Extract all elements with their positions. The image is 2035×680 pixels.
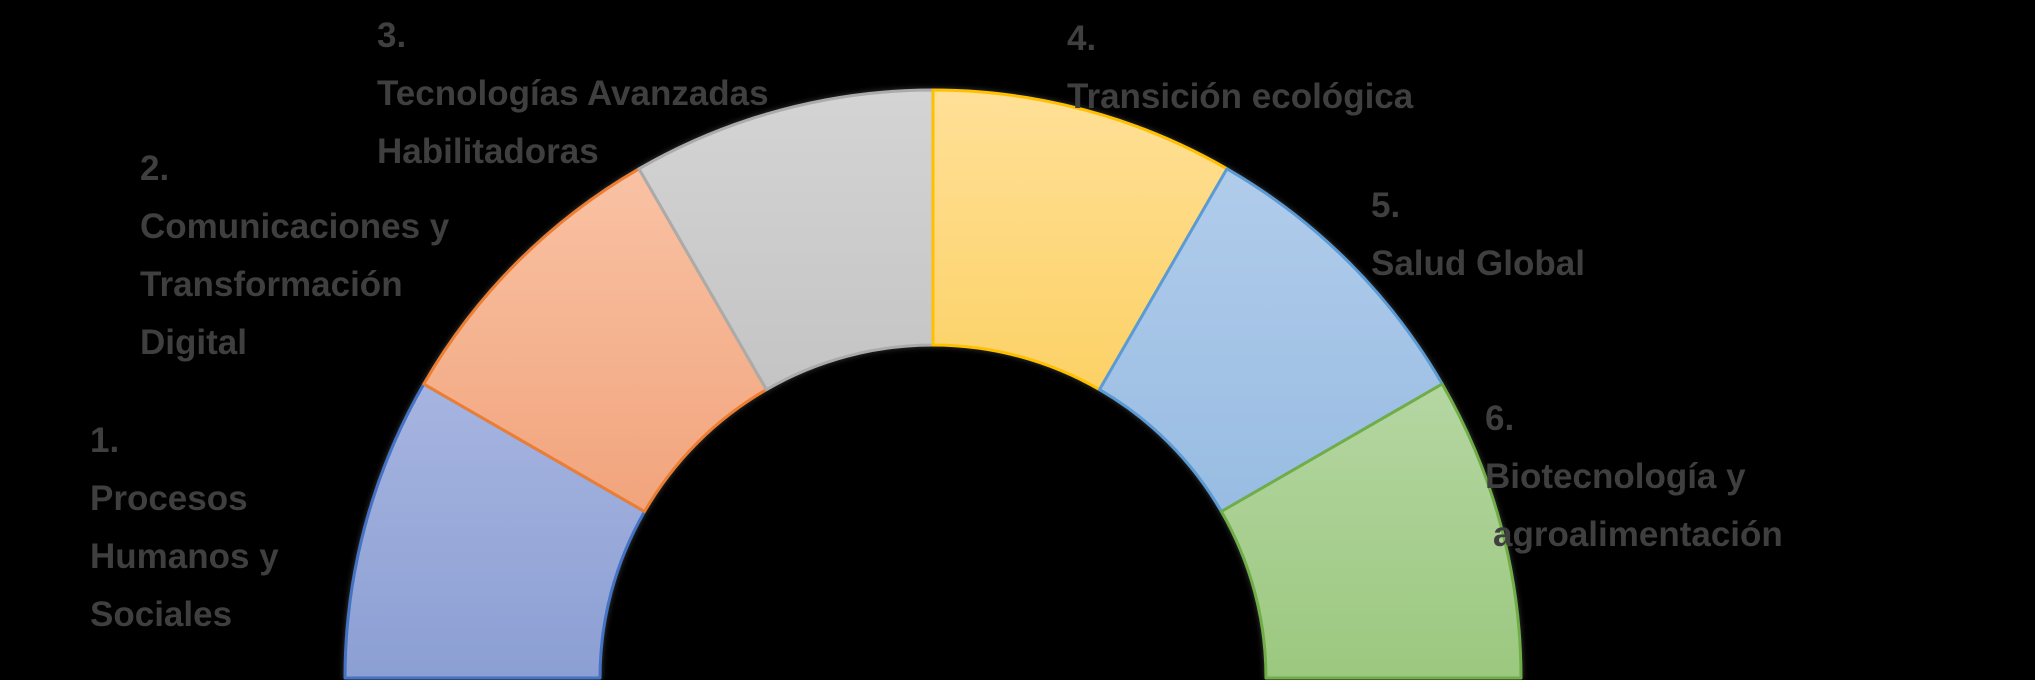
segment-3-label: 3. Tecnologías Avanzadas Habilitadoras: [377, 7, 769, 181]
segment-5-text: Salud Global: [1371, 235, 1585, 293]
label-line: Humanos y: [90, 537, 279, 576]
segment-5-label: 5. Salud Global: [1371, 177, 1585, 293]
label-line: Biotecnología y: [1485, 457, 1746, 496]
segment-3-text: Tecnologías Avanzadas Habilitadoras: [377, 65, 769, 181]
segment-6-label: 6. Biotecnología y agroalimentación: [1485, 390, 1783, 564]
segment-1-number: 1.: [90, 421, 120, 460]
segment-2-text: Comunicaciones y Transformación Digital: [140, 198, 449, 372]
segment-3-number: 3.: [377, 16, 407, 55]
label-line: Habilitadoras: [377, 132, 599, 171]
segment-1-text: Procesos Humanos y Sociales: [90, 470, 279, 644]
label-line: Transición ecológica: [1067, 77, 1414, 116]
segment-5-number: 5.: [1371, 186, 1401, 225]
segment-4-number: 4.: [1067, 19, 1097, 58]
label-line: Transformación: [140, 265, 403, 304]
segment-6-number: 6.: [1485, 399, 1515, 438]
segment-6-arc: [1219, 382, 1523, 680]
label-line: Tecnologías Avanzadas: [377, 74, 769, 113]
segment-2-label: 2. Comunicaciones y Transformación Digit…: [140, 140, 449, 372]
label-line: agroalimentación: [1493, 515, 1783, 554]
label-line: Procesos: [90, 479, 248, 518]
label-line: Sociales: [90, 595, 233, 634]
segment-1-label: 1. Procesos Humanos y Sociales: [90, 412, 279, 644]
label-line: Salud Global: [1371, 244, 1585, 283]
segment-2-number: 2.: [140, 149, 170, 188]
segment-4-label: 4. Transición ecológica: [1067, 10, 1413, 126]
label-line: Digital: [140, 323, 247, 362]
segment-4-text: Transición ecológica: [1067, 68, 1413, 126]
segment-6-text: Biotecnología y agroalimentación: [1485, 448, 1783, 564]
label-line: Comunicaciones y: [140, 207, 450, 246]
